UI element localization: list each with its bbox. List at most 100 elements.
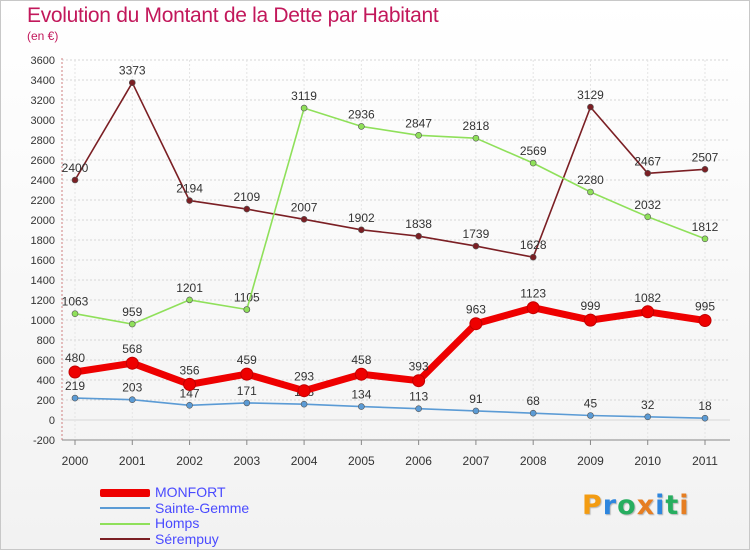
legend-item-sainte-gemme: Sainte-Gemme (100, 499, 250, 517)
data-point-homps (71, 310, 79, 318)
data-label-s-rempuy: 2507 (692, 150, 719, 164)
data-label-homps: 2936 (348, 107, 375, 121)
x-tick-label: 2007 (463, 454, 490, 468)
data-label-homps: 1812 (692, 220, 719, 234)
x-tick-label: 2004 (291, 454, 318, 468)
data-label-s-rempuy: 2467 (634, 154, 661, 168)
data-point-s-rempuy (128, 79, 136, 86)
data-point-homps (472, 134, 480, 142)
legend-swatch-homps (100, 522, 150, 525)
legend-label-monfort: MONFORT (155, 484, 226, 501)
data-point-homps (415, 132, 422, 139)
data-label-monfort: 999 (580, 299, 600, 313)
chart-title: Evolution du Montant de la Dette par Hab… (27, 4, 439, 27)
data-point-sainte-gemme (186, 401, 193, 409)
data-point-monfort (240, 367, 254, 381)
data-label-homps: 1105 (234, 291, 260, 305)
x-tick-label: 2011 (692, 454, 718, 468)
data-point-s-rempuy (472, 242, 480, 250)
y-tick-label: 2400 (31, 175, 55, 187)
data-label-s-rempuy: 2109 (233, 190, 260, 204)
data-label-monfort: 458 (351, 353, 371, 367)
data-label-homps: 1063 (62, 295, 89, 309)
data-point-sainte-gemme (243, 399, 251, 407)
data-point-homps (186, 296, 193, 304)
legend-swatch-monfort (100, 488, 150, 497)
data-label-monfort: 393 (409, 360, 429, 374)
x-tick-label: 2000 (62, 454, 89, 468)
data-point-sainte-gemme (128, 396, 136, 404)
data-label-sainte-gemme: 68 (527, 394, 541, 408)
legend-label-sainte-gemme: Sainte-Gemme (155, 499, 250, 516)
data-point-homps (701, 235, 709, 243)
data-point-s-rempuy (529, 253, 537, 261)
y-tick-label: 1800 (31, 235, 55, 247)
data-label-monfort: 356 (180, 363, 200, 377)
data-label-sainte-gemme: 203 (122, 381, 142, 395)
y-tick-label: -200 (33, 435, 55, 447)
data-point-homps (243, 306, 251, 313)
data-point-sainte-gemme (701, 414, 709, 422)
y-tick-label: 1200 (31, 295, 55, 307)
chart-subtitle: (en €) (27, 29, 59, 43)
y-tick-label: 600 (37, 355, 55, 367)
data-label-s-rempuy: 1838 (405, 217, 432, 231)
y-tick-label: 0 (49, 415, 55, 427)
data-label-sainte-gemme: 147 (180, 386, 200, 400)
data-label-monfort: 1082 (634, 291, 661, 305)
data-label-sainte-gemme: 113 (409, 390, 428, 404)
data-point-monfort (583, 313, 597, 327)
data-label-s-rempuy: 2194 (176, 182, 203, 196)
x-tick-label: 2008 (520, 454, 547, 468)
proxiti-logo: Proxiti (582, 490, 690, 521)
data-label-sainte-gemme: 219 (65, 379, 85, 393)
data-label-monfort: 963 (466, 303, 486, 317)
x-tick-label: 2006 (405, 454, 432, 468)
x-tick-label: 2001 (119, 454, 146, 468)
data-label-s-rempuy: 2400 (62, 161, 89, 175)
y-tick-label: 1000 (31, 315, 55, 327)
data-point-monfort (68, 365, 82, 379)
data-point-sainte-gemme (71, 394, 79, 402)
data-point-monfort (412, 374, 426, 388)
data-point-s-rempuy (587, 103, 594, 111)
data-label-homps: 1201 (176, 281, 203, 295)
data-label-homps: 2818 (463, 119, 490, 133)
legend-item-homps: Homps (100, 516, 249, 532)
data-label-s-rempuy: 3373 (119, 64, 146, 78)
logo-letter: i (655, 490, 666, 521)
legend-label-homps: Homps (155, 515, 200, 532)
data-point-sainte-gemme (472, 407, 480, 415)
data-point-homps (587, 188, 594, 196)
series-line-sainte-gemme (74, 397, 706, 419)
x-tick-label: 2005 (348, 454, 375, 468)
data-label-monfort: 480 (65, 351, 85, 365)
y-tick-label: 2200 (31, 195, 55, 207)
y-tick-label: 3200 (31, 95, 55, 107)
x-tick-label: 2003 (233, 454, 260, 468)
data-label-s-rempuy: 1628 (520, 238, 547, 252)
data-point-sainte-gemme (644, 413, 652, 421)
data-point-sainte-gemme (587, 412, 594, 419)
data-point-s-rempuy (701, 166, 709, 173)
data-point-s-rempuy (644, 170, 652, 177)
data-point-s-rempuy (71, 176, 79, 184)
data-point-s-rempuy (186, 197, 193, 204)
data-label-sainte-gemme: 18 (698, 399, 712, 413)
data-point-sainte-gemme (358, 403, 365, 410)
data-point-homps (128, 320, 136, 328)
x-tick-label: 2010 (634, 454, 661, 468)
legend-swatch-sainte-gemme (100, 507, 150, 510)
y-tick-label: 3000 (31, 115, 55, 127)
legend-label-serempuy: Sérempuy (155, 530, 219, 547)
data-point-homps (529, 159, 537, 167)
logo-letter: x (636, 490, 656, 521)
data-label-sainte-gemme: 45 (584, 397, 598, 411)
data-label-s-rempuy: 1902 (348, 211, 375, 225)
y-tick-label: 200 (37, 395, 55, 407)
data-label-homps: 2569 (520, 144, 547, 158)
series-line-monfort (74, 304, 706, 395)
data-label-s-rempuy: 2007 (291, 200, 318, 214)
data-point-homps (300, 104, 308, 112)
